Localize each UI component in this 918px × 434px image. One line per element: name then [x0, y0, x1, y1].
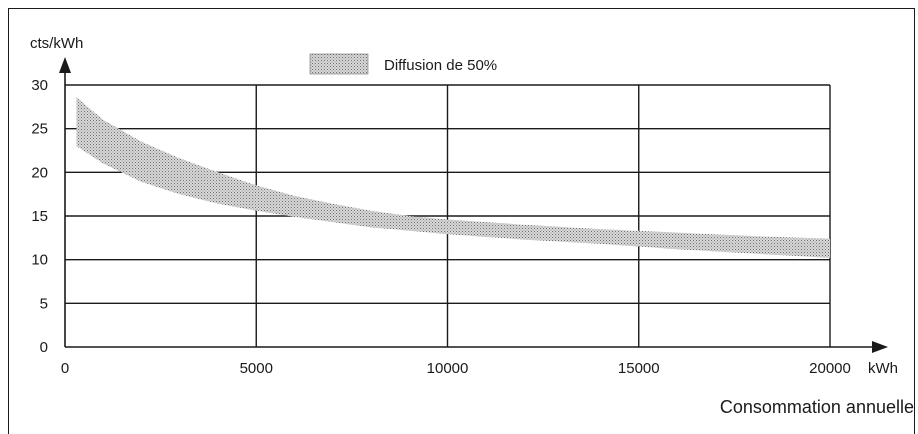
diffusion-band [76, 97, 830, 258]
tick-labels: 0 5 10 15 20 25 30 0 5000 10000 15000 20000 [31, 77, 851, 377]
x-axis-title: Consommation annuelle [720, 397, 914, 417]
x-tick-label-0: 0 [61, 360, 69, 377]
x-tick-label-15000: 15000 [618, 360, 660, 377]
figure-frame [8, 8, 915, 434]
x-tick-label-20000: 20000 [809, 360, 851, 377]
x-tick-label-5000: 5000 [240, 360, 273, 377]
y-tick-label-0: 0 [40, 339, 48, 356]
x-tick-label-10000: 10000 [427, 360, 469, 377]
y-tick-label-25: 25 [31, 121, 48, 138]
y-tick-label-30: 30 [31, 77, 48, 94]
y-axis-arrow [59, 57, 71, 73]
y-axis-title: cts/kWh [30, 35, 83, 52]
diffusion-band-area-0 [76, 97, 830, 258]
y-tick-label-15: 15 [31, 208, 48, 225]
grid [65, 84, 831, 347]
legend-swatch [309, 53, 369, 75]
y-tick-label-5: 5 [40, 295, 48, 312]
x-axis-unit: kWh [868, 360, 898, 377]
legend: Diffusion de 50% [309, 53, 497, 75]
axes [59, 57, 888, 353]
y-tick-label-10: 10 [31, 252, 48, 269]
x-axis-arrow [872, 341, 888, 353]
y-tick-label-20: 20 [31, 164, 48, 181]
legend-label: Diffusion de 50% [384, 57, 497, 74]
